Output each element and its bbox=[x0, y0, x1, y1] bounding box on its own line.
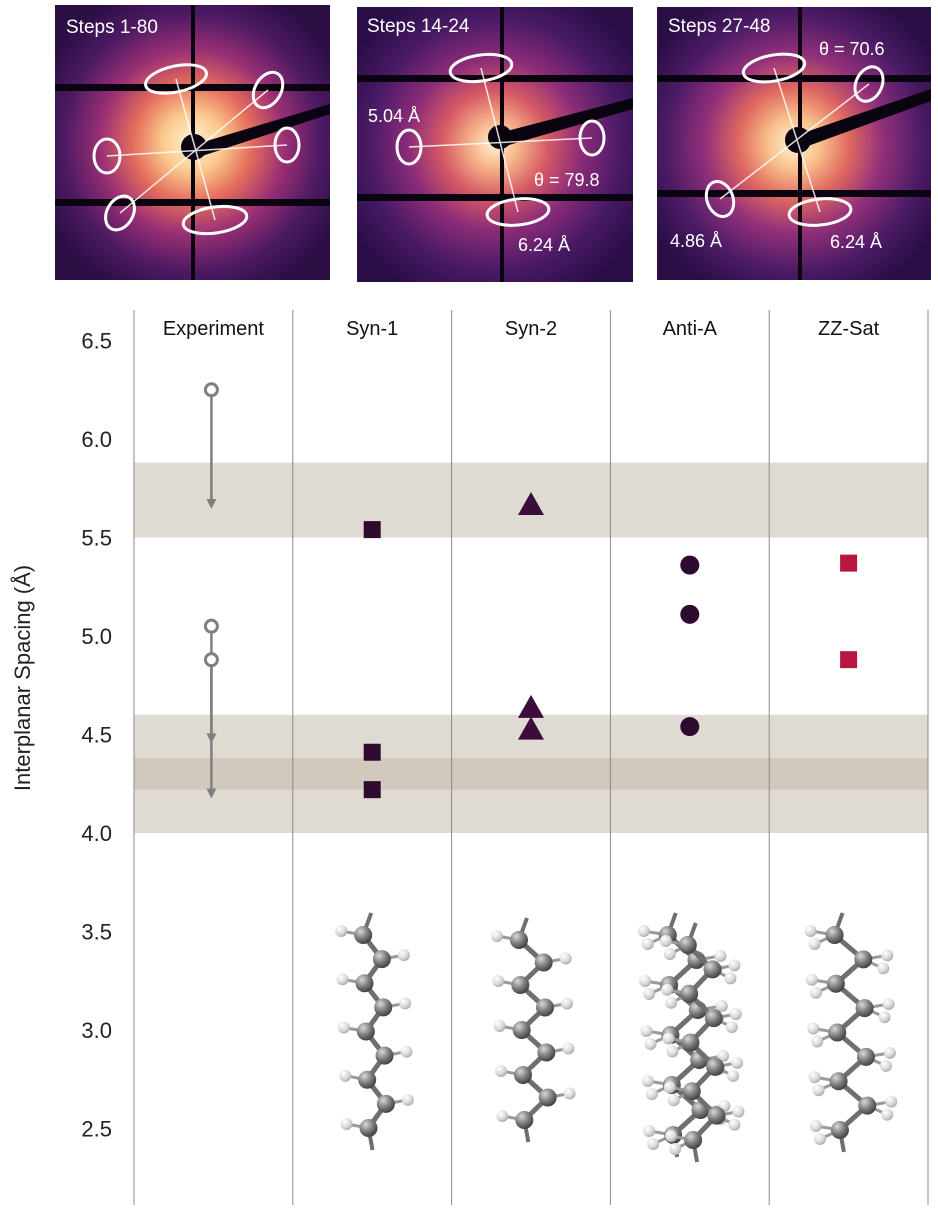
data-point-square bbox=[840, 651, 858, 669]
saxs-panel-3-label-1: θ = 70.6 bbox=[819, 39, 885, 59]
spacing-band bbox=[134, 758, 928, 790]
data-point-square bbox=[840, 554, 858, 572]
y-tick-label: 5.5 bbox=[81, 526, 112, 551]
saxs-panel-2: Steps 14-24 5.04 Å θ = 79.8 6.24 Å bbox=[357, 7, 633, 282]
data-point-square bbox=[363, 521, 381, 539]
data-point-triangle bbox=[518, 694, 544, 718]
data-point-circle bbox=[680, 555, 700, 575]
y-tick-label: 2.5 bbox=[81, 1117, 112, 1142]
molecule-syn-1 bbox=[335, 912, 414, 1151]
column-header: Anti-A bbox=[663, 318, 718, 340]
experiment-start-point bbox=[203, 382, 219, 398]
y-tick-label: 3.0 bbox=[81, 1018, 112, 1043]
y-axis-label: Interplanar Spacing (Å) bbox=[10, 565, 35, 791]
data-markers bbox=[363, 492, 858, 799]
column-header: ZZ-Sat bbox=[818, 318, 880, 340]
experiment-arrow-head bbox=[206, 788, 217, 799]
column-dividers bbox=[133, 310, 929, 1205]
spacing-bands bbox=[134, 462, 928, 833]
saxs-panel-2-label-2: θ = 79.8 bbox=[534, 170, 600, 190]
molecule-zz-sat bbox=[804, 912, 898, 1153]
saxs-panel-2-title: Steps 14-24 bbox=[367, 16, 470, 37]
saxs-panel-2-label-3: 6.24 Å bbox=[518, 235, 570, 255]
experiment-start-point bbox=[203, 618, 219, 634]
spacing-chart: 6.5 6.0 5.5 5.0 4.5 4.0 3.5 3.0 2.5 Experiment Sy… bbox=[10, 310, 929, 1205]
y-tick-label: 4.0 bbox=[81, 821, 112, 846]
saxs-panel-3-title: Steps 27-48 bbox=[668, 16, 770, 37]
data-point-square bbox=[363, 781, 381, 799]
data-point-triangle bbox=[518, 492, 544, 516]
molecule-anti-a bbox=[637, 912, 745, 1163]
y-tick-label: 6.0 bbox=[81, 427, 112, 452]
column-header: Experiment bbox=[163, 318, 265, 340]
column-header: Syn-2 bbox=[505, 318, 557, 340]
y-tick-label: 3.5 bbox=[81, 920, 112, 945]
experiment-arrows bbox=[203, 382, 219, 799]
data-point-circle bbox=[680, 604, 700, 624]
column-headers: Experiment Syn-1 Syn-2 Anti-A ZZ-Sat bbox=[163, 318, 880, 340]
saxs-panel-3-label-2: 4.86 Å bbox=[670, 231, 722, 251]
y-tick-label: 4.5 bbox=[81, 723, 112, 748]
molecule-syn-2 bbox=[491, 917, 576, 1143]
data-point-circle bbox=[680, 717, 700, 737]
y-axis-ticks: 6.5 6.0 5.5 5.0 4.5 4.0 3.5 3.0 2.5 bbox=[81, 329, 112, 1142]
data-point-triangle bbox=[518, 716, 544, 740]
experiment-start-point bbox=[203, 652, 219, 668]
saxs-panel-1: Steps 1-80 bbox=[55, 5, 330, 280]
y-tick-label: 6.5 bbox=[81, 329, 112, 354]
column-header: Syn-1 bbox=[346, 318, 398, 340]
experiment-arrow-head bbox=[206, 498, 217, 509]
saxs-panel-1-title: Steps 1-80 bbox=[66, 17, 158, 38]
saxs-panel-2-label-1: 5.04 Å bbox=[368, 106, 420, 126]
saxs-panel-3: Steps 27-48 θ = 70.6 4.86 Å 6.24 Å bbox=[657, 7, 931, 280]
y-tick-label: 5.0 bbox=[81, 624, 112, 649]
saxs-panel-3-label-3: 6.24 Å bbox=[830, 232, 882, 252]
data-point-square bbox=[363, 743, 381, 761]
